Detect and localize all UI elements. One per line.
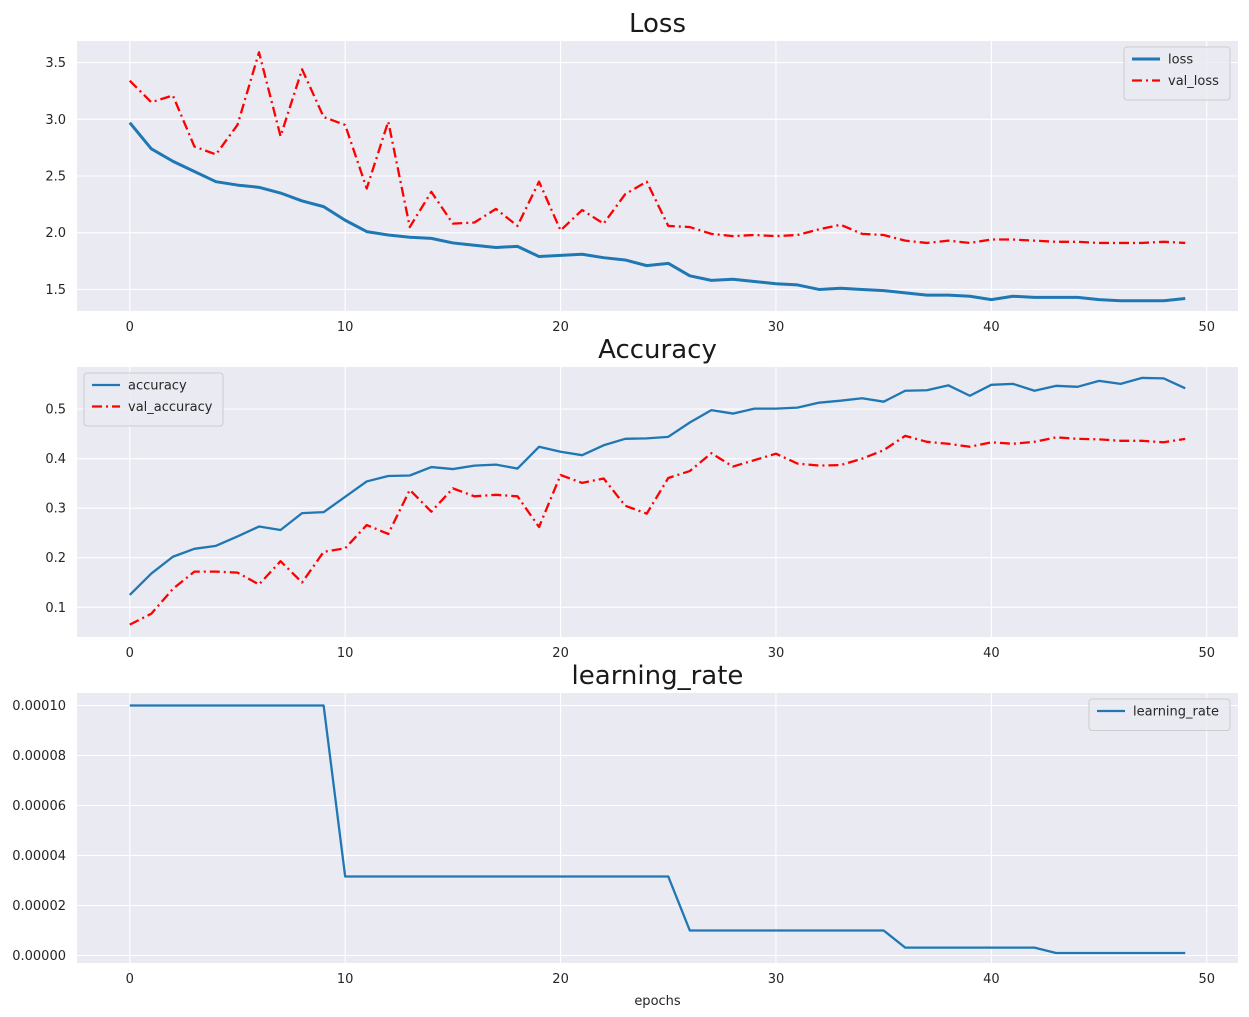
grid-lines: [77, 693, 1238, 963]
y-tick-label: 3.0: [45, 113, 66, 128]
series-line-loss: [128, 121, 1186, 303]
x-tick-label: 20: [552, 320, 569, 335]
x-tick-label: 30: [768, 972, 785, 987]
loss-chart-title: Loss: [629, 9, 686, 39]
legend-label-learning-rate: learning_rate: [1133, 705, 1219, 720]
y-tick-label: 0.00002: [12, 899, 66, 914]
accuracy-chart: Accuracy 0 10 20 30 40 50 0.1 0.2 0.3 0.4 0.5 accur…: [45, 335, 1238, 661]
legend-label-val-loss: val_loss: [1168, 74, 1219, 89]
legend-label-val-accuracy: val_accuracy: [128, 400, 213, 415]
y-tick-label: 0.00010: [12, 699, 66, 714]
x-tick-label: 30: [768, 320, 785, 335]
y-tick-label: 0.00004: [12, 849, 66, 864]
x-tick-label: 40: [983, 646, 1000, 661]
x-tick-label: 0: [126, 972, 134, 987]
y-tick-label: 2.0: [45, 226, 66, 241]
x-tick-label: 50: [1198, 972, 1215, 987]
plot-area: [77, 693, 1238, 963]
learning-rate-x-axis-label: epochs: [634, 994, 681, 1009]
y-tick-label: 0.5: [45, 403, 66, 418]
series-line-val-loss: [128, 51, 1186, 245]
y-tick-label: 0.1: [45, 601, 66, 616]
legend-label-loss: loss: [1168, 53, 1193, 68]
legend: accuracy val_accuracy: [83, 372, 224, 427]
y-tick-label: 2.5: [45, 170, 66, 185]
learning-rate-chart-title: learning_rate: [572, 661, 744, 691]
x-tick-label: 20: [552, 646, 569, 661]
x-tick-label: 0: [126, 646, 134, 661]
accuracy-chart-title: Accuracy: [598, 335, 717, 365]
x-tick-label: 50: [1198, 320, 1215, 335]
loss-chart: Loss 0 10 20 30 40 50 1.5 2.0 2.5 3.0 3.5 loss val_l…: [45, 9, 1238, 335]
y-tick-label: 0.00006: [12, 799, 66, 814]
y-tick-label: 0.00000: [12, 949, 66, 964]
y-tick-label: 0.4: [45, 452, 66, 467]
learning-rate-chart: learning_rate epochs 0 10 20 30 40 50 0.00000 0…: [12, 661, 1238, 1009]
x-tick-label: 10: [337, 646, 354, 661]
y-tick-label: 1.5: [45, 283, 66, 298]
x-tick-label: 30: [768, 646, 785, 661]
legend-box: [83, 372, 224, 427]
y-tick-label: 0.3: [45, 502, 66, 517]
y-tick-label: 0.00008: [12, 749, 66, 764]
y-tick-label: 3.5: [45, 56, 66, 71]
legend-label-accuracy: accuracy: [128, 379, 187, 394]
x-tick-label: 20: [552, 972, 569, 987]
x-tick-label: 40: [983, 972, 1000, 987]
grid-lines: [77, 367, 1238, 637]
series-line-accuracy: [128, 376, 1186, 596]
y-tick-label: 0.2: [45, 551, 66, 566]
legend: learning_rate: [1088, 698, 1231, 731]
x-tick-label: 40: [983, 320, 1000, 335]
legend-box: [1088, 698, 1231, 731]
legend: loss val_loss: [1123, 46, 1231, 101]
series-line-val-accuracy: [129, 434, 1186, 626]
series-line-learning-rate: [129, 704, 1186, 955]
x-tick-label: 0: [126, 320, 134, 335]
x-tick-label: 10: [337, 320, 354, 335]
plot-area: [77, 367, 1238, 637]
x-tick-label: 10: [337, 972, 354, 987]
x-tick-label: 50: [1198, 646, 1215, 661]
